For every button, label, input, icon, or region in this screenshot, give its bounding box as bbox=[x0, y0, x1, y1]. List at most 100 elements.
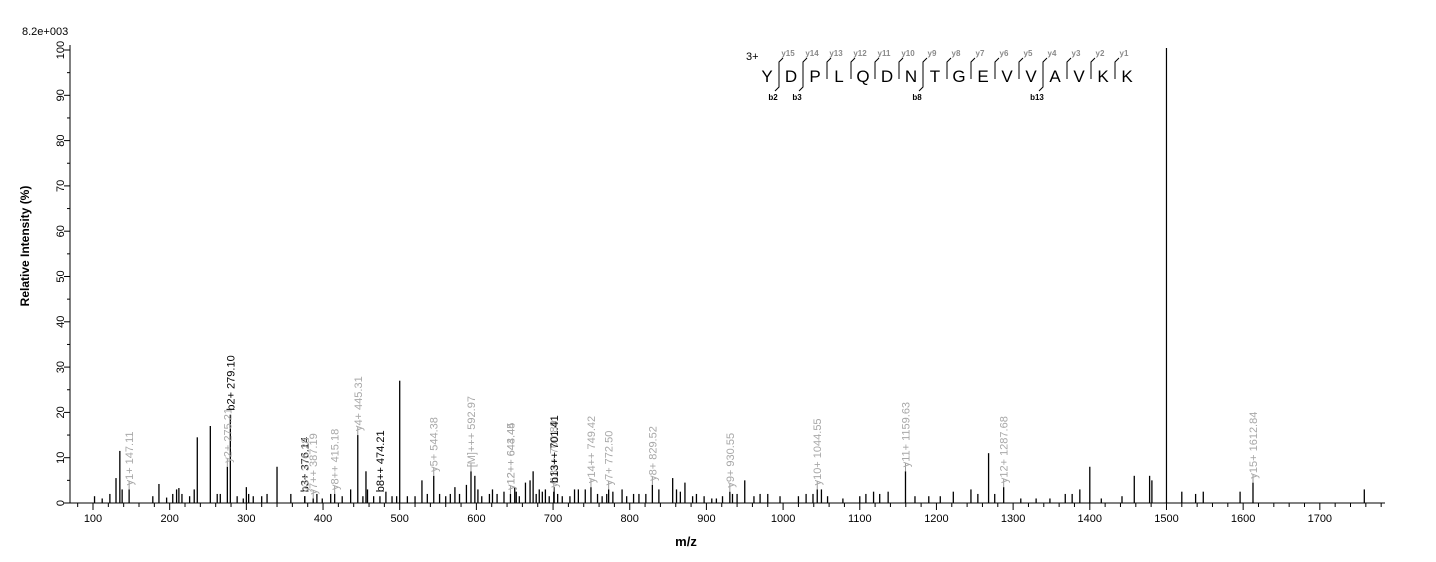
y-tick-label: 80 bbox=[55, 134, 67, 146]
y-ion-label: y2 bbox=[1096, 49, 1105, 58]
b-ion-label: b13 bbox=[1030, 93, 1044, 102]
x-tick-label: 600 bbox=[467, 513, 485, 525]
peak-label: y14++ 749.42 bbox=[586, 416, 598, 483]
y-tick-label: 10 bbox=[55, 452, 67, 464]
peak-label: y9+ 930.55 bbox=[725, 433, 737, 488]
sequence-residue: Q bbox=[856, 67, 869, 86]
y-ion-bracket bbox=[850, 57, 856, 79]
y-ion-bracket bbox=[1066, 57, 1072, 79]
peak-label: y8+ 829.52 bbox=[647, 426, 659, 481]
peak-label: b2+ 279.10 bbox=[225, 355, 237, 410]
x-tick-label: 200 bbox=[160, 513, 178, 525]
y-ion-bracket bbox=[898, 57, 904, 79]
peak-label: [M]+++ 592.97 bbox=[466, 396, 478, 467]
y-ion-label: y4 bbox=[1048, 49, 1057, 58]
sequence-residue: E bbox=[977, 67, 988, 86]
x-tick-label: 1100 bbox=[848, 513, 872, 525]
x-axis: 100 200 300 400 500 600 700 800 900 1000 1100 1200 1… bbox=[70, 502, 1385, 525]
peak-label: b13++ 701.41 bbox=[549, 415, 561, 483]
x-axis-title: m/z bbox=[675, 534, 697, 549]
y-ion-bracket bbox=[778, 57, 784, 79]
x-tick-label: 500 bbox=[391, 513, 409, 525]
y-ion-label: y3 bbox=[1072, 49, 1081, 58]
peak-label: y10+ 1044.55 bbox=[812, 418, 824, 485]
y-ion-bracket bbox=[874, 57, 880, 79]
y-axis: 0 10 20 30 40 50 60 70 80 90 100 bbox=[55, 41, 71, 506]
b-ion-label: b2 bbox=[768, 93, 778, 102]
y-tick-label: 20 bbox=[55, 406, 67, 418]
x-tick-label: 100 bbox=[84, 513, 102, 525]
sequence-residue: V bbox=[1001, 67, 1013, 86]
x-tick-label: 1600 bbox=[1231, 513, 1255, 525]
peak-label: y11+ 1159.63 bbox=[900, 402, 912, 467]
x-tick-label: 1200 bbox=[924, 513, 948, 525]
sequence-residue: K bbox=[1121, 67, 1133, 86]
sequence-residue: D bbox=[881, 67, 893, 86]
y-ion-label: y11 bbox=[878, 49, 891, 58]
y-tick-label: 40 bbox=[55, 316, 67, 328]
peak-label: y12+ 1287.68 bbox=[999, 416, 1011, 483]
x-tick-label: 1300 bbox=[1001, 513, 1025, 525]
y-ion-bracket bbox=[922, 57, 928, 79]
peak-label: y4+ 445.31 bbox=[353, 376, 365, 431]
sequence-residue: D bbox=[785, 67, 797, 86]
peak-label: y7+ 772.50 bbox=[604, 431, 616, 486]
x-tick-label: 1500 bbox=[1154, 513, 1178, 525]
peak-label-stems bbox=[128, 427, 1254, 499]
x-tick-label: 1700 bbox=[1308, 513, 1332, 525]
sequence-residue: P bbox=[809, 67, 820, 86]
peak-label: y12++ 644.45 bbox=[505, 423, 517, 490]
y-ion-label: y14 bbox=[805, 49, 819, 58]
b-ion-bracket bbox=[1038, 73, 1044, 92]
sequence-residue: N bbox=[905, 67, 917, 86]
y-axis-title: Relative Intensity (%) bbox=[18, 186, 32, 307]
y-tick-label: 60 bbox=[55, 225, 67, 237]
peak-bars bbox=[93, 48, 1365, 503]
sequence-residue: K bbox=[1097, 67, 1109, 86]
y-ion-bracket bbox=[1042, 57, 1048, 79]
sequence-residue: L bbox=[834, 67, 843, 86]
y-ion-bracket bbox=[826, 57, 832, 79]
y-ion-label: y10 bbox=[901, 49, 915, 58]
y-tick-label: 70 bbox=[55, 180, 67, 192]
y-ion-label: y7 bbox=[976, 49, 985, 58]
peak-label: y5+ 544.38 bbox=[429, 417, 441, 472]
peak-label: b8++ 474.21 bbox=[375, 430, 387, 492]
sequence-residue: G bbox=[952, 67, 965, 86]
peak-label: y15+ 1612.84 bbox=[1248, 412, 1260, 479]
y-ion-bracket bbox=[946, 57, 952, 79]
sequence-residue: Y bbox=[761, 67, 772, 86]
y-ion-bracket bbox=[1018, 57, 1024, 79]
y-ion-label: y15 bbox=[781, 49, 795, 58]
sequence-residue: A bbox=[1049, 67, 1061, 86]
sequence-residue: T bbox=[930, 67, 940, 86]
x-tick-label: 800 bbox=[621, 513, 639, 525]
b-ion-bracket bbox=[798, 73, 804, 92]
x-tick-label: 400 bbox=[314, 513, 332, 525]
y-ion-bracket bbox=[994, 57, 1000, 79]
y-ion-bracket bbox=[802, 57, 808, 79]
y-ion-label: y6 bbox=[1000, 49, 1009, 58]
peak-label: y12++ 643.44 bbox=[505, 423, 517, 490]
b-ion-bracket bbox=[918, 73, 924, 92]
b-ion-bracket bbox=[774, 73, 780, 92]
y-ion-bracket bbox=[1114, 57, 1120, 79]
x-tick-label: 300 bbox=[237, 513, 255, 525]
x-tick-label: 900 bbox=[697, 513, 715, 525]
sequence-residue: V bbox=[1025, 67, 1037, 86]
b-ion-label: b8 bbox=[912, 93, 922, 102]
y-ion-label: y13 bbox=[829, 49, 843, 58]
y-ion-label: y9 bbox=[928, 49, 937, 58]
charge-state-label: 3+ bbox=[746, 51, 759, 63]
peak-label: y1+ 147.11 bbox=[124, 431, 136, 485]
x-tick-label: 1000 bbox=[771, 513, 795, 525]
y-ion-label: y1 bbox=[1120, 49, 1129, 58]
peak-label: b3+ 376.14 bbox=[300, 437, 312, 492]
peak-label: y7++ 387.19 bbox=[308, 433, 320, 494]
y-tick-label: 50 bbox=[55, 270, 67, 282]
x-tick-label: 1400 bbox=[1078, 513, 1102, 525]
y-ion-bracket bbox=[1090, 57, 1096, 79]
y-ion-label: y12 bbox=[853, 49, 867, 58]
